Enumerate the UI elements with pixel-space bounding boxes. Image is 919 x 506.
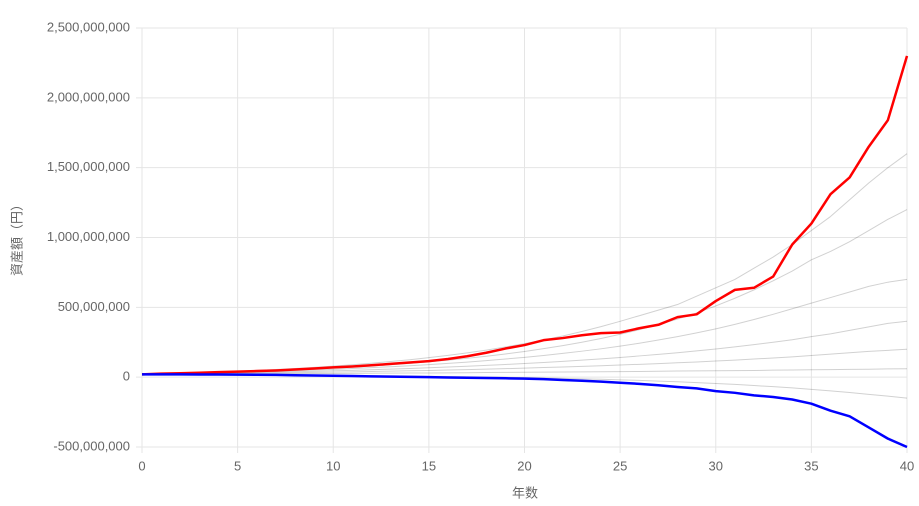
x-tick-label: 40 [900,458,914,473]
series-line [141,55,909,376]
y-axis-title: 資産額（円） [9,198,24,276]
series-line [142,373,908,449]
x-tick-label: 15 [422,458,436,473]
y-tick-label: 1,500,000,000 [47,159,130,174]
y-tick-label: 2,000,000,000 [47,89,130,104]
x-tick-label: 5 [234,458,241,473]
x-tick-label: 0 [138,458,145,473]
x-axis-title: 年数 [512,485,538,500]
y-tick-label: 1,000,000,000 [47,229,130,244]
y-tick-label: 2,500,000,000 [47,19,130,34]
x-tick-label: 25 [613,458,627,473]
series-line [141,348,908,375]
x-tick-label: 30 [709,458,723,473]
y-tick-label: -500,000,000 [53,438,130,453]
x-tick-label: 10 [326,458,340,473]
y-tick-label: 0 [123,369,130,384]
series-line [141,320,908,375]
y-tick-label: 500,000,000 [58,299,130,314]
x-tick-label: 20 [517,458,531,473]
x-tick-label: 35 [804,458,818,473]
